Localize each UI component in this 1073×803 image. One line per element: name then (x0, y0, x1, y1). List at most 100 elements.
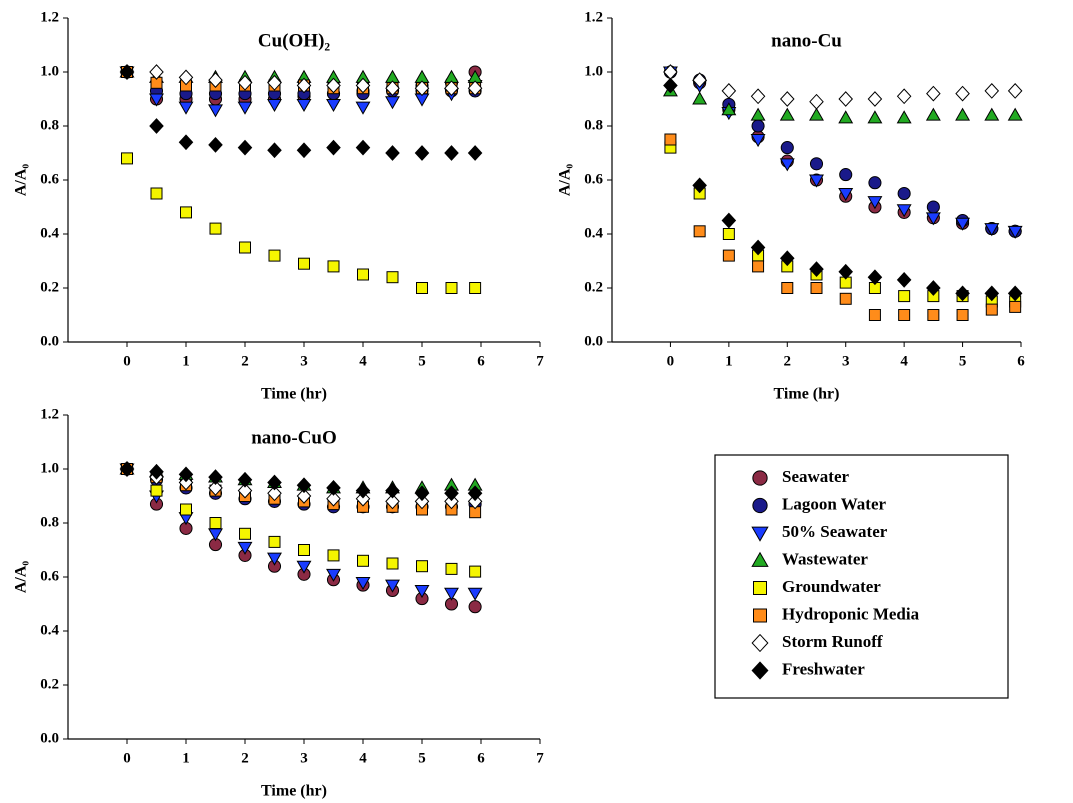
x-axis-label: Time (hr) (261, 386, 327, 403)
y-tick-label: 1.2 (40, 9, 59, 25)
legend-label: Seawater (782, 467, 849, 486)
x-tick-label: 0 (667, 353, 675, 369)
marker (414, 145, 430, 161)
y-tick-label: 0.6 (40, 171, 59, 187)
marker (927, 309, 940, 321)
y-tick-label: 0.8 (40, 117, 59, 133)
marker (149, 93, 164, 107)
marker (416, 282, 428, 294)
marker (780, 91, 795, 107)
marker (750, 88, 766, 105)
marker (296, 77, 312, 94)
marker (326, 139, 341, 156)
legend-marker (751, 661, 769, 680)
marker (119, 461, 135, 477)
marker (208, 137, 223, 153)
y-tick-label: 0.0 (584, 333, 603, 349)
x-tick-label: 7 (536, 750, 544, 766)
marker (867, 110, 883, 124)
marker (750, 134, 766, 148)
legend-label: 50% Seawater (782, 522, 888, 541)
marker (444, 80, 459, 97)
legend-marker (753, 581, 767, 595)
marker (780, 250, 795, 267)
marker (984, 285, 1000, 302)
marker (925, 107, 941, 121)
x-tick-label: 0 (123, 353, 131, 369)
marker (267, 474, 282, 491)
marker (237, 471, 253, 488)
marker (385, 493, 400, 510)
marker (896, 204, 912, 218)
marker (896, 272, 912, 288)
y-axis-label: A/A₀ (13, 164, 30, 197)
marker (467, 493, 483, 510)
marker (444, 493, 459, 510)
y-tick-label: 0.4 (584, 225, 603, 241)
marker (326, 490, 341, 507)
marker (150, 484, 163, 497)
y-tick-label: 1.2 (40, 406, 59, 422)
marker (469, 282, 482, 294)
y-tick-label: 0.8 (584, 117, 603, 133)
marker (178, 474, 194, 491)
marker (121, 152, 133, 165)
marker (898, 290, 911, 303)
y-tick-label: 1.0 (40, 63, 59, 79)
x-tick-label: 1 (182, 750, 190, 766)
x-tick-label: 6 (1017, 353, 1025, 369)
marker (355, 576, 371, 591)
legend-marker (751, 633, 769, 653)
marker (750, 107, 766, 121)
marker (267, 98, 282, 113)
marker (150, 187, 163, 200)
y-tick-label: 0.6 (40, 568, 59, 584)
marker (386, 557, 399, 570)
marker (149, 463, 164, 480)
marker (838, 110, 854, 124)
marker (467, 80, 483, 97)
marker (469, 565, 482, 578)
marker (926, 85, 941, 102)
x-tick-label: 7 (536, 353, 544, 369)
legend-label: Groundwater (782, 577, 881, 596)
x-tick-label: 1 (182, 353, 190, 369)
marker (467, 587, 483, 601)
marker (664, 133, 677, 146)
marker (208, 104, 223, 118)
marker (327, 260, 340, 273)
legend-marker (751, 551, 769, 567)
marker (984, 223, 1000, 237)
x-tick-label: 3 (842, 353, 850, 369)
marker (296, 477, 312, 494)
marker (692, 72, 707, 88)
marker (984, 83, 1000, 99)
marker (385, 96, 400, 110)
chart-title: nano-Cu (771, 30, 842, 51)
marker (721, 212, 737, 229)
marker (268, 249, 281, 262)
marker (955, 85, 970, 102)
marker (208, 480, 223, 496)
marker (467, 485, 483, 502)
y-tick-label: 0.4 (40, 225, 59, 241)
marker (780, 141, 794, 155)
marker (296, 98, 312, 113)
legend-box (714, 454, 1009, 699)
x-tick-label: 3 (300, 750, 308, 766)
chart-title: nano-CuO (251, 427, 337, 448)
legend-label: Storm Runoff (782, 632, 883, 651)
marker (385, 482, 400, 499)
marker (355, 482, 371, 499)
y-tick-label: 0.2 (40, 279, 59, 295)
marker (355, 490, 371, 507)
y-axis-label: A/A₀ (557, 164, 574, 197)
marker (444, 145, 459, 161)
marker (296, 488, 312, 504)
y-axis-label: A/A₀ (13, 561, 30, 594)
x-tick-label: 1 (725, 353, 733, 369)
legend-marker (753, 608, 767, 623)
marker (267, 552, 282, 566)
marker (925, 212, 941, 226)
